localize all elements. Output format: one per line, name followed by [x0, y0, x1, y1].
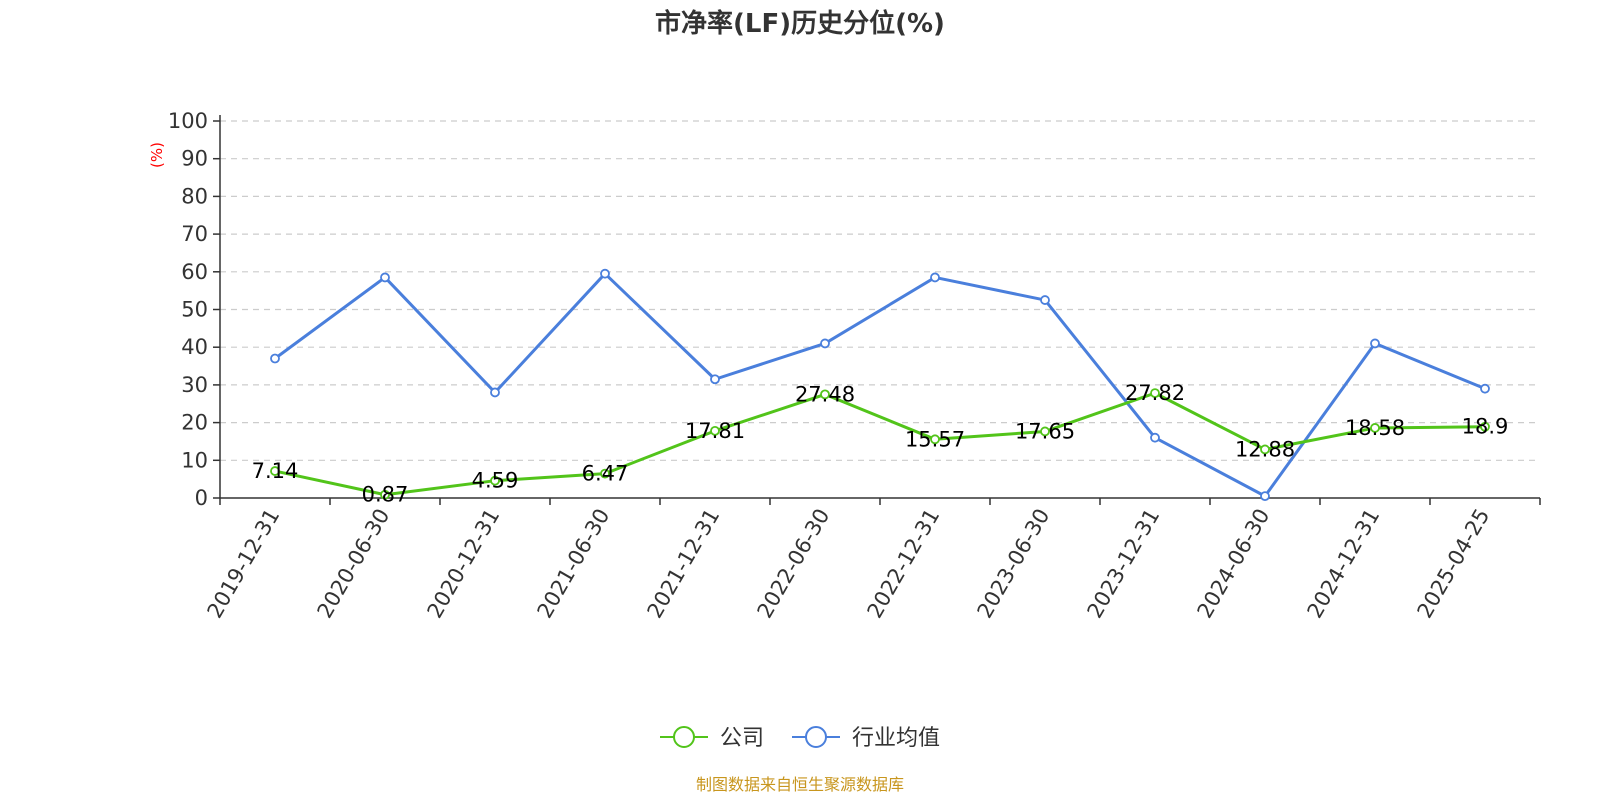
x-tick-label-11: 2025-04-25	[1413, 505, 1495, 623]
y-tick-label-80: 80	[181, 184, 208, 208]
legend-item-0[interactable]: 公司	[660, 726, 764, 751]
y-tick-label-50: 50	[181, 298, 208, 322]
y-tick-label-30: 30	[181, 373, 208, 397]
series-0-point-11[interactable]	[1480, 421, 1490, 432]
y-tick-label-0: 0	[195, 486, 208, 510]
series-1-point-1[interactable]	[380, 272, 390, 283]
y-axis: 0 10 20 30 40 50 60 70 80 90 100	[168, 109, 221, 510]
data-label-3: 6.47	[582, 462, 629, 486]
series-1-point-0[interactable]	[270, 353, 280, 364]
series-1-point-7[interactable]	[1040, 295, 1050, 305]
x-tick-label-4: 2021-12-31	[643, 505, 725, 623]
x-tick-label-8: 2023-12-31	[1083, 505, 1165, 623]
data-label-8: 27.82	[1125, 381, 1185, 405]
chart-title: 市净率(LF)历史分位(%)	[655, 8, 945, 39]
series-0-point-0[interactable]	[270, 466, 280, 476]
y-tick-label-90: 90	[181, 147, 208, 171]
series-1-point-4[interactable]	[710, 374, 720, 385]
series-1-point-11[interactable]	[1480, 383, 1490, 394]
legend-marker-1	[805, 726, 827, 748]
y-tick-label-10: 10	[181, 448, 208, 472]
series-line-1	[274, 272, 1486, 498]
x-tick-label-0: 2019-12-31	[203, 505, 285, 623]
x-tick-label-10: 2024-12-31	[1303, 505, 1385, 623]
data-label-2: 4.59	[472, 469, 519, 493]
grid-lines	[220, 120, 1540, 461]
source-note: 制图数据来自恒生聚源数据库	[696, 775, 904, 794]
series-0-point-5[interactable]	[820, 389, 830, 400]
data-label-5: 27.48	[795, 382, 855, 406]
x-tick-label-2: 2020-12-31	[423, 505, 505, 623]
series-line-0	[274, 391, 1486, 497]
data-label-7: 17.65	[1015, 419, 1075, 443]
series-0-point-4[interactable]	[710, 425, 720, 436]
data-labels: 7.14 0.87 4.59 6.47 17.81 27.48 15.57 17.65 27.8…	[252, 381, 1509, 507]
x-tick-label-6: 2022-12-31	[863, 505, 945, 623]
y-tick-label-20: 20	[181, 411, 208, 435]
y-tick-label-60: 60	[181, 260, 208, 284]
data-label-10: 18.58	[1345, 416, 1405, 440]
series-1-point-3[interactable]	[600, 268, 610, 279]
series-0-point-2[interactable]	[490, 475, 500, 486]
series-1-point-2[interactable]	[490, 387, 500, 398]
series-0-point-6[interactable]	[930, 434, 940, 445]
series-layer	[270, 268, 1490, 502]
legend[interactable]: 公司 行业均值	[660, 726, 940, 751]
series-1-point-6[interactable]	[930, 272, 940, 283]
series-0-point-1[interactable]	[380, 489, 390, 500]
series-1-point-10[interactable]	[1370, 338, 1380, 349]
y-axis-unit: (%)	[148, 142, 166, 168]
legend-marker-0	[673, 726, 695, 748]
data-label-6: 15.57	[905, 427, 965, 451]
data-label-9: 12.88	[1235, 437, 1295, 461]
series-0-point-7[interactable]	[1040, 426, 1050, 437]
legend-label-1: 行业均值	[852, 726, 940, 751]
series-0-point-9[interactable]	[1260, 444, 1270, 455]
series-0-point-10[interactable]	[1370, 423, 1380, 433]
x-tick-label-9: 2024-06-30	[1193, 505, 1275, 623]
x-tick-label-5: 2022-06-30	[753, 505, 835, 623]
data-label-0: 7.14	[252, 459, 299, 483]
x-axis: 2019-12-31 2020-06-30 2020-12-31 2021-06-30…	[203, 497, 1541, 623]
legend-label-0: 公司	[720, 726, 764, 751]
x-tick-label-7: 2023-06-30	[973, 505, 1055, 623]
series-1-point-5[interactable]	[820, 338, 830, 349]
series-1-point-8[interactable]	[1150, 432, 1160, 443]
y-tick-label-40: 40	[181, 335, 208, 359]
x-tick-label-3: 2021-06-30	[533, 505, 615, 623]
data-label-1: 0.87	[362, 483, 409, 507]
x-tick-label-1: 2020-06-30	[313, 505, 395, 623]
legend-item-1[interactable]: 行业均值	[792, 726, 940, 751]
data-label-11: 18.9	[1462, 415, 1509, 439]
series-1-point-9[interactable]	[1260, 491, 1270, 502]
y-tick-label-70: 70	[181, 222, 208, 246]
series-0-point-3[interactable]	[600, 468, 610, 479]
data-label-4: 17.81	[685, 419, 745, 443]
y-tick-label-100: 100	[168, 109, 208, 133]
series-0-point-8[interactable]	[1150, 388, 1160, 399]
